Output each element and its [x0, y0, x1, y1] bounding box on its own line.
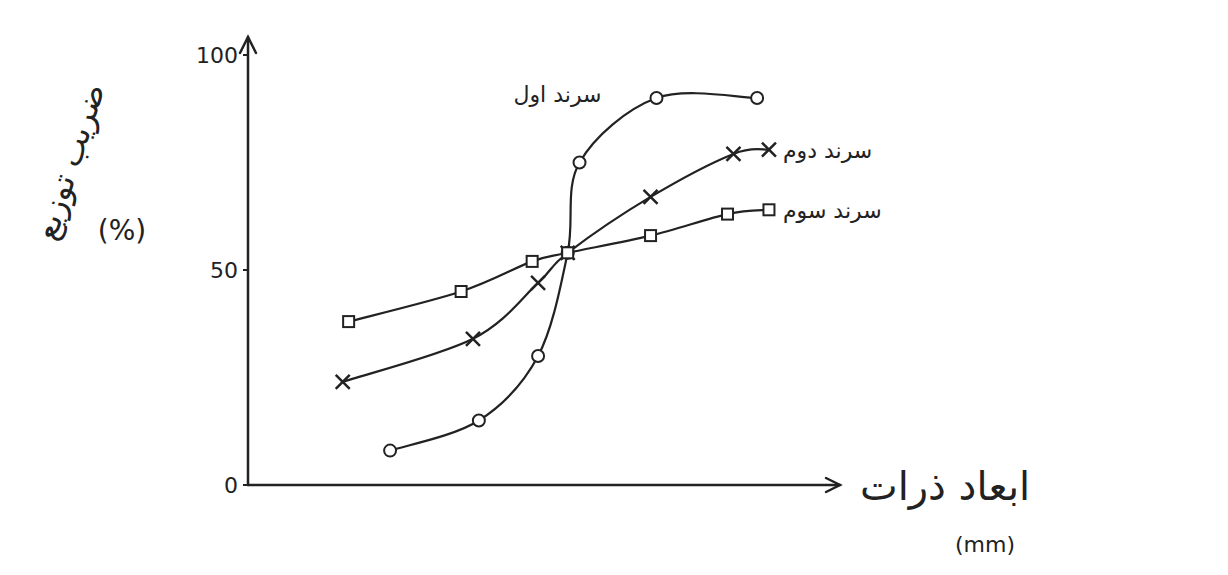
- x-axis-unit: (mm): [955, 532, 1015, 557]
- plot-area: [336, 92, 776, 457]
- series-line: [390, 93, 757, 450]
- marker: [466, 332, 480, 346]
- chart: 050100ضریب توزیع(%)ابعاد ذرات(mm)سرند او…: [0, 0, 1228, 575]
- marker: [336, 375, 350, 389]
- y-axis-arrow: [240, 37, 256, 53]
- y-tick: [243, 269, 248, 271]
- marker: [343, 316, 354, 327]
- axes: [240, 37, 840, 492]
- x-axis: [248, 484, 840, 487]
- marker: [527, 256, 538, 267]
- x-axis-title: ابعاد ذرات: [860, 463, 1030, 510]
- marker: [762, 143, 776, 157]
- marker: [456, 286, 467, 297]
- marker: [531, 276, 545, 290]
- marker: [473, 415, 485, 427]
- series-line: [349, 210, 769, 322]
- y-tick-label: 100: [196, 43, 238, 68]
- series-label: سرند اول: [514, 82, 602, 107]
- marker: [644, 190, 658, 204]
- series-label: سرند دوم: [783, 138, 872, 163]
- series-label: سرند سوم: [783, 198, 882, 223]
- y-tick: [243, 484, 248, 486]
- marker: [763, 204, 774, 215]
- marker: [650, 92, 662, 104]
- y-axis: [247, 37, 250, 485]
- marker: [384, 445, 396, 457]
- marker: [726, 147, 740, 161]
- series-line: [343, 149, 769, 382]
- marker: [562, 247, 574, 259]
- marker: [574, 157, 586, 169]
- marker: [722, 209, 733, 220]
- y-axis-unit: (%): [98, 214, 146, 247]
- marker: [751, 92, 763, 104]
- marker: [645, 230, 656, 241]
- marker: [561, 246, 575, 260]
- marker: [562, 247, 573, 258]
- x-axis-arrow: [826, 478, 840, 492]
- y-tick-label: 50: [210, 258, 238, 283]
- y-tick: [243, 54, 248, 56]
- marker: [532, 350, 544, 362]
- y-tick-label: 0: [224, 473, 238, 498]
